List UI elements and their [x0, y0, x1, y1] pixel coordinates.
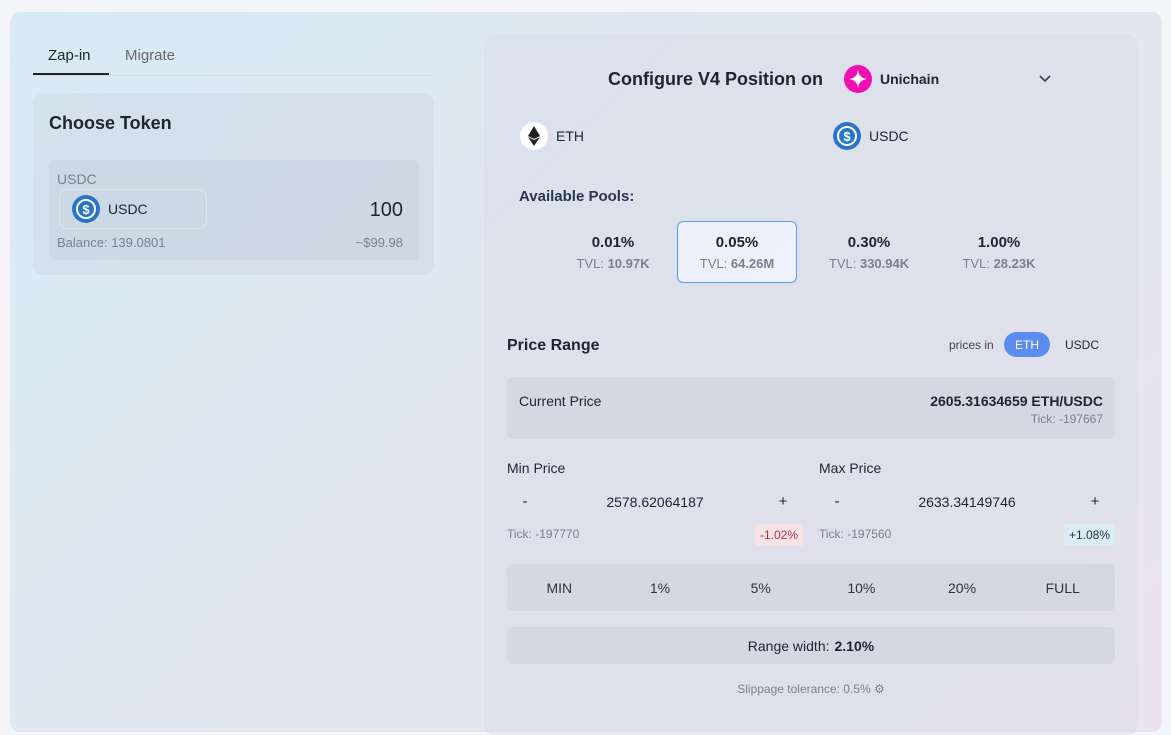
slippage-text: Slippage tolerance: 0.5%	[737, 682, 871, 696]
position-panel: Configure V4 Position on Unichain ETH $ …	[484, 35, 1138, 735]
usdc-icon: $	[833, 122, 861, 150]
preset-bar: MIN 1% 5% 10% 20% FULL	[507, 564, 1115, 611]
current-tick: Tick: -197667	[1030, 412, 1103, 426]
app: Zap-in Migrate Choose Token USDC $ USDC …	[10, 12, 1162, 735]
token0: ETH	[520, 122, 584, 150]
section-title: Price Range	[507, 337, 600, 354]
current-price-label: Current Price	[519, 393, 602, 409]
panel-title: Configure V4 Position on	[608, 69, 823, 89]
tab[interactable]: Zap-in	[48, 47, 91, 64]
min-price: Min Price - 2578.62064187 + Tick: -19777…	[507, 455, 803, 550]
preset-button[interactable]: MIN	[511, 569, 608, 606]
range-width: Range width: 2.10%	[507, 627, 1115, 664]
usd-value: ~$99.98	[355, 235, 403, 250]
pool-option[interactable]: 0.30% TVL: 330.94K	[809, 221, 929, 283]
amount[interactable]: 100	[369, 199, 403, 221]
token-card: Choose Token USDC $ USDC 100 Balance: 13…	[33, 93, 434, 275]
token1-name: USDC	[869, 128, 909, 144]
preset-button[interactable]: FULL	[1014, 569, 1112, 606]
bound-label: Max Price	[819, 460, 882, 476]
token0-name: ETH	[556, 128, 584, 144]
bound-change: -1.02%	[754, 524, 803, 546]
tvl-label: TVL:	[828, 255, 857, 271]
eth-icon	[520, 122, 548, 150]
preset-list: MIN 1% 5% 10% 20% FULL	[511, 569, 1112, 606]
tvl-value: 330.94K	[859, 255, 910, 271]
pool-option[interactable]: 0.05% TVL: 64.26M	[677, 221, 797, 283]
svg-text:$: $	[82, 202, 90, 217]
bound-label: Min Price	[507, 460, 566, 476]
tab[interactable]: Migrate	[125, 47, 176, 64]
tab-divider	[33, 75, 433, 76]
tvl-label: TVL:	[699, 255, 728, 271]
preset-button[interactable]: 10%	[813, 569, 910, 606]
max-price: Max Price - 2633.34149746 + Tick: -19756…	[819, 455, 1115, 550]
bound-value[interactable]: 2633.34149746	[918, 494, 1016, 510]
card-title: Choose Token	[49, 113, 172, 133]
range-width-value: 2.10%	[834, 637, 875, 654]
tvl-value: 28.23K	[993, 255, 1036, 271]
chevron	[1039, 75, 1051, 83]
balance: Balance: 139.0801	[57, 235, 166, 250]
pools-label: Available Pools:	[519, 188, 635, 205]
current-price-box: Current Price 2605.31634659 ETH/USDC Tic…	[507, 377, 1115, 439]
token-select[interactable]: $ USDC	[59, 189, 207, 229]
unichain-icon	[844, 65, 872, 93]
bound-tick: Tick: -197770	[507, 527, 580, 541]
token1: $ USDC	[833, 122, 909, 150]
bound-change: +1.08%	[1063, 524, 1115, 546]
decrement[interactable]: -	[834, 492, 840, 510]
decrement[interactable]: -	[522, 492, 528, 510]
pool-fee: 0.30%	[847, 233, 891, 251]
pool-tvl: TVL: 64.26M	[700, 256, 774, 271]
token-label: USDC	[57, 171, 97, 187]
current-price: 2605.31634659 ETH/USDC	[930, 393, 1103, 409]
usdc-icon: $	[72, 195, 100, 223]
network-name: Unichain	[880, 71, 940, 87]
unit-toggle[interactable]: ETH	[1004, 332, 1050, 357]
token-name: USDC	[108, 201, 148, 217]
pool-tvl: TVL: 28.23K	[962, 256, 1035, 271]
slippage[interactable]: Slippage tolerance: 0.5% ⚙	[737, 682, 885, 696]
increment[interactable]: +	[1090, 492, 1100, 510]
increment[interactable]: +	[778, 492, 788, 510]
tvl-label: TVL:	[962, 255, 990, 271]
tvl-label: TVL:	[576, 255, 604, 271]
pool-fee: 0.05%	[715, 233, 759, 251]
bound-tick: Tick: -197560	[819, 527, 892, 541]
unit-toggle[interactable]: USDC	[1064, 337, 1099, 352]
tvl-value: 64.26M	[730, 255, 775, 271]
token-input: USDC $ USDC 100 Balance: 139.0801 ~$99.9…	[49, 160, 419, 260]
network-select[interactable]: Unichain	[844, 63, 1051, 95]
tvl-value: 10.97K	[607, 255, 650, 271]
preset-button[interactable]: 5%	[712, 569, 810, 606]
tab-underline	[33, 73, 109, 75]
pool-tvl: TVL: 10.97K	[576, 256, 649, 271]
preset-button[interactable]: 1%	[611, 569, 709, 606]
range-width-label: Range width:	[747, 637, 830, 654]
pool-fee: 0.01%	[591, 233, 635, 251]
svg-text:$: $	[843, 129, 851, 144]
bound-value[interactable]: 2578.62064187	[606, 494, 704, 510]
preset-button[interactable]: 20%	[913, 569, 1011, 606]
pool-option[interactable]: 1.00% TVL: 28.23K	[939, 221, 1059, 283]
pool-tvl: TVL: 330.94K	[829, 256, 909, 271]
pool-option[interactable]: 0.01% TVL: 10.97K	[553, 221, 673, 283]
prices-in-label: prices in	[949, 338, 994, 352]
pool-fee: 1.00%	[977, 233, 1021, 251]
